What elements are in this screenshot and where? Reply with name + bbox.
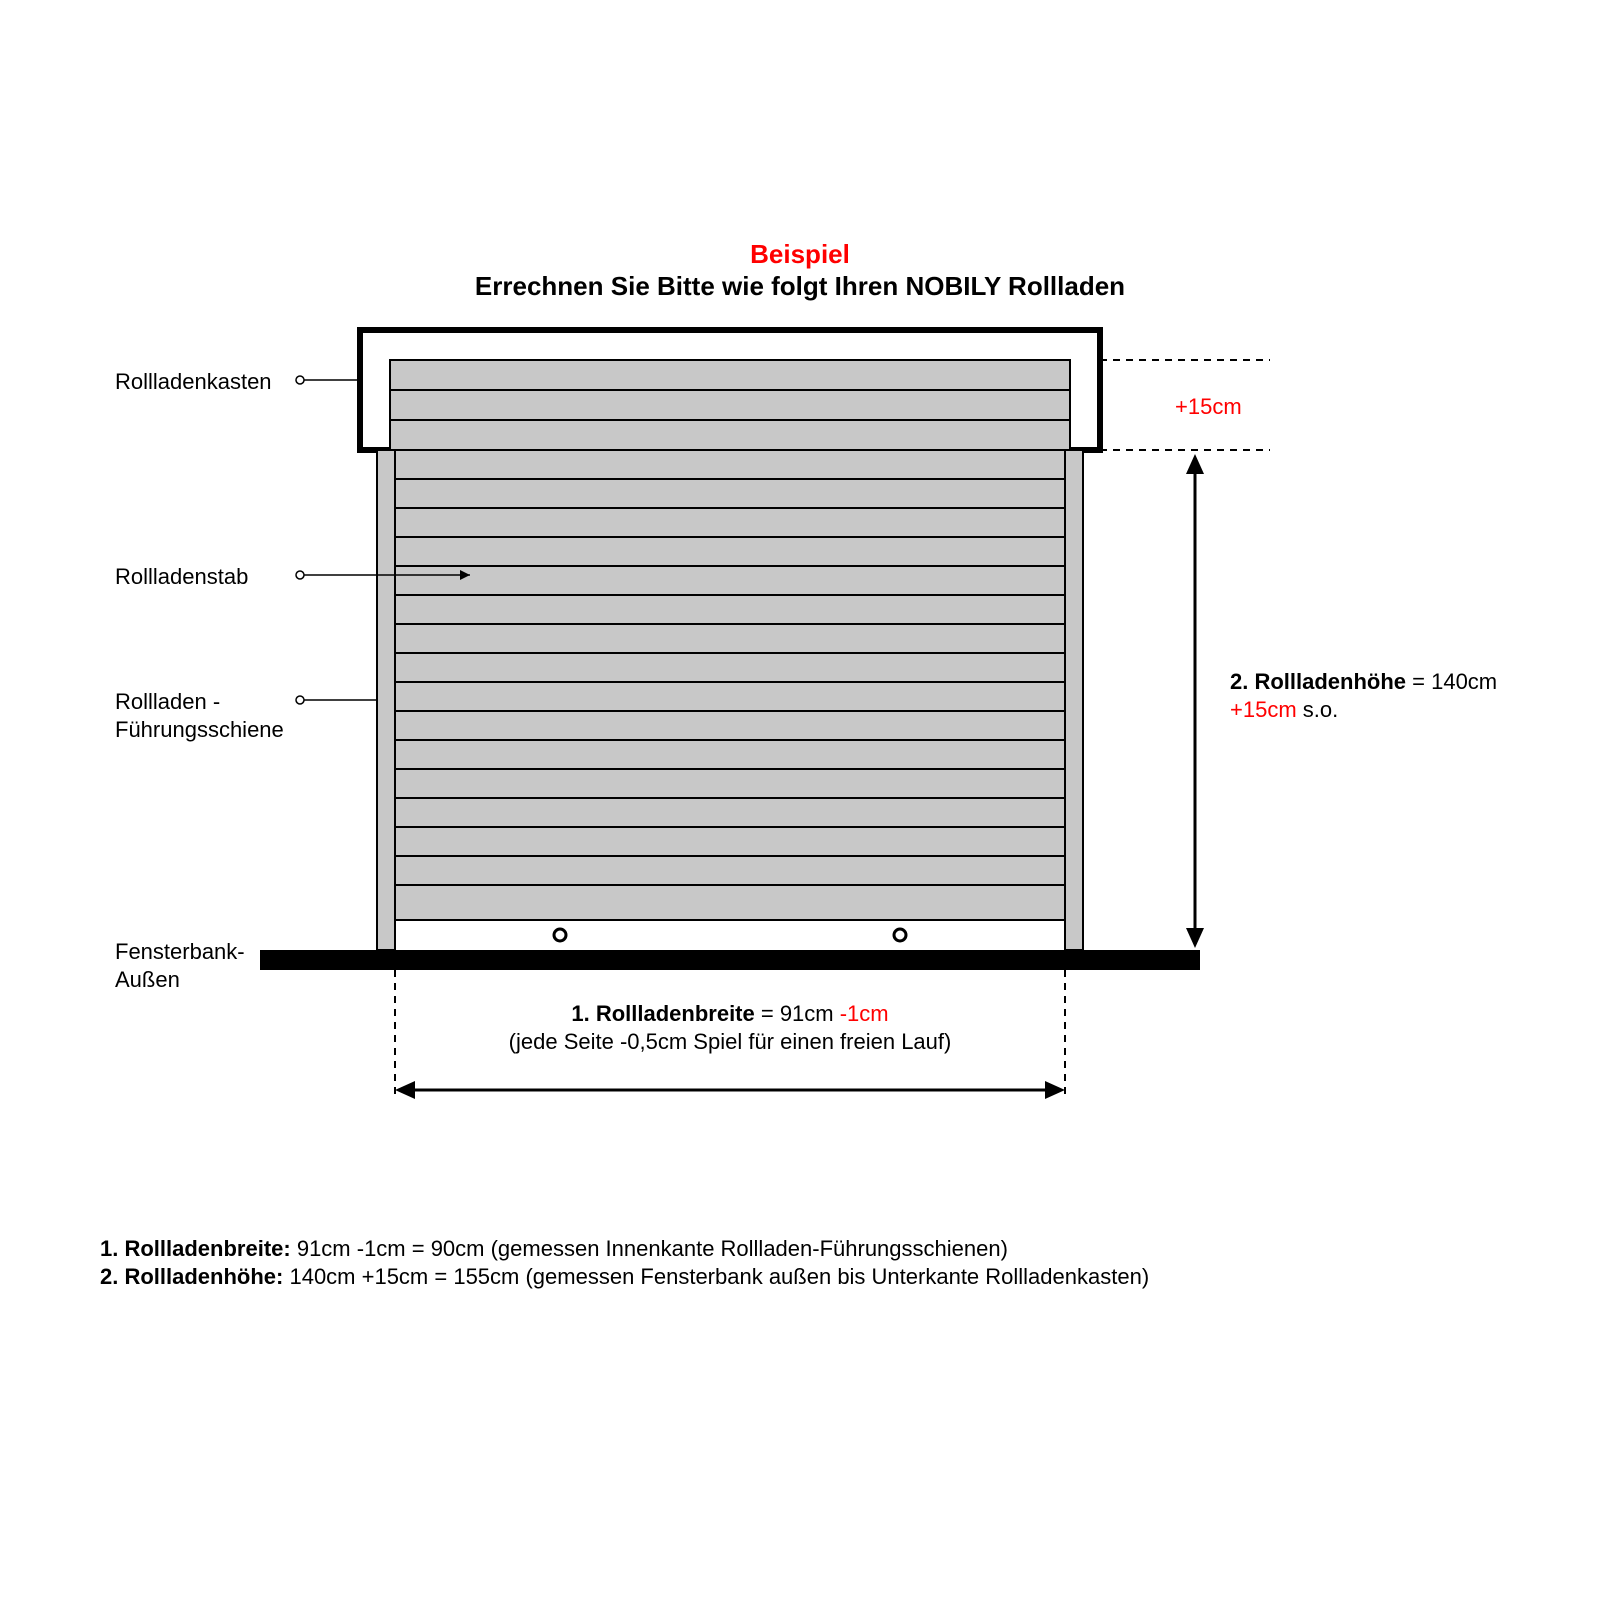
label-fensterbank-l2: Außen: [115, 967, 180, 992]
label-rollladenstab: Rollladenstab: [115, 563, 248, 591]
label-width-name: 1. Rollladenbreite: [571, 1001, 754, 1026]
footer-line1: 1. Rollladenbreite: 91cm -1cm = 90cm (ge…: [100, 1235, 1149, 1263]
label-fuehrungsschiene-l2: Führungsschiene: [115, 717, 284, 742]
label-height-suffix: s.o.: [1297, 697, 1339, 722]
label-fensterbank-l1: Fensterbank-: [115, 939, 245, 964]
label-height: 2. Rollladenhöhe = 140cm +15cm s.o.: [1230, 668, 1497, 723]
footer-l1-bold: 1. Rollladenbreite:: [100, 1236, 291, 1261]
footer-l2-bold: 2. Rollladenhöhe:: [100, 1264, 283, 1289]
label-height-name: 2. Rollladenhöhe: [1230, 669, 1406, 694]
label-height-offset: +15cm: [1230, 697, 1297, 722]
label-rollladenkasten: Rollladenkasten: [115, 368, 272, 396]
label-width-offset: -1cm: [840, 1001, 889, 1026]
footer-l2-text: 140cm +15cm = 155cm (gemessen Fensterban…: [283, 1264, 1149, 1289]
label-width-note: (jede Seite -0,5cm Spiel für einen freie…: [509, 1029, 952, 1054]
label-fuehrungsschiene: Rollladen - Führungsschiene: [115, 688, 284, 743]
footer-notes: 1. Rollladenbreite: 91cm -1cm = 90cm (ge…: [100, 1235, 1149, 1290]
diagram-stage: Beispiel Errechnen Sie Bitte wie folgt I…: [0, 0, 1600, 1600]
shutter-diagram: [0, 0, 1600, 1600]
label-width-value: = 91cm: [755, 1001, 840, 1026]
label-fuehrungsschiene-l1: Rollladen -: [115, 689, 220, 714]
label-width-block: 1. Rollladenbreite = 91cm -1cm (jede Sei…: [360, 1000, 1100, 1055]
footer-line2: 2. Rollladenhöhe: 140cm +15cm = 155cm (g…: [100, 1263, 1149, 1291]
label-height-value: = 140cm: [1406, 669, 1497, 694]
label-fensterbank: Fensterbank- Außen: [115, 938, 245, 993]
label-plus15cm: +15cm: [1175, 393, 1242, 421]
footer-l1-text: 91cm -1cm = 90cm (gemessen Innenkante Ro…: [291, 1236, 1008, 1261]
